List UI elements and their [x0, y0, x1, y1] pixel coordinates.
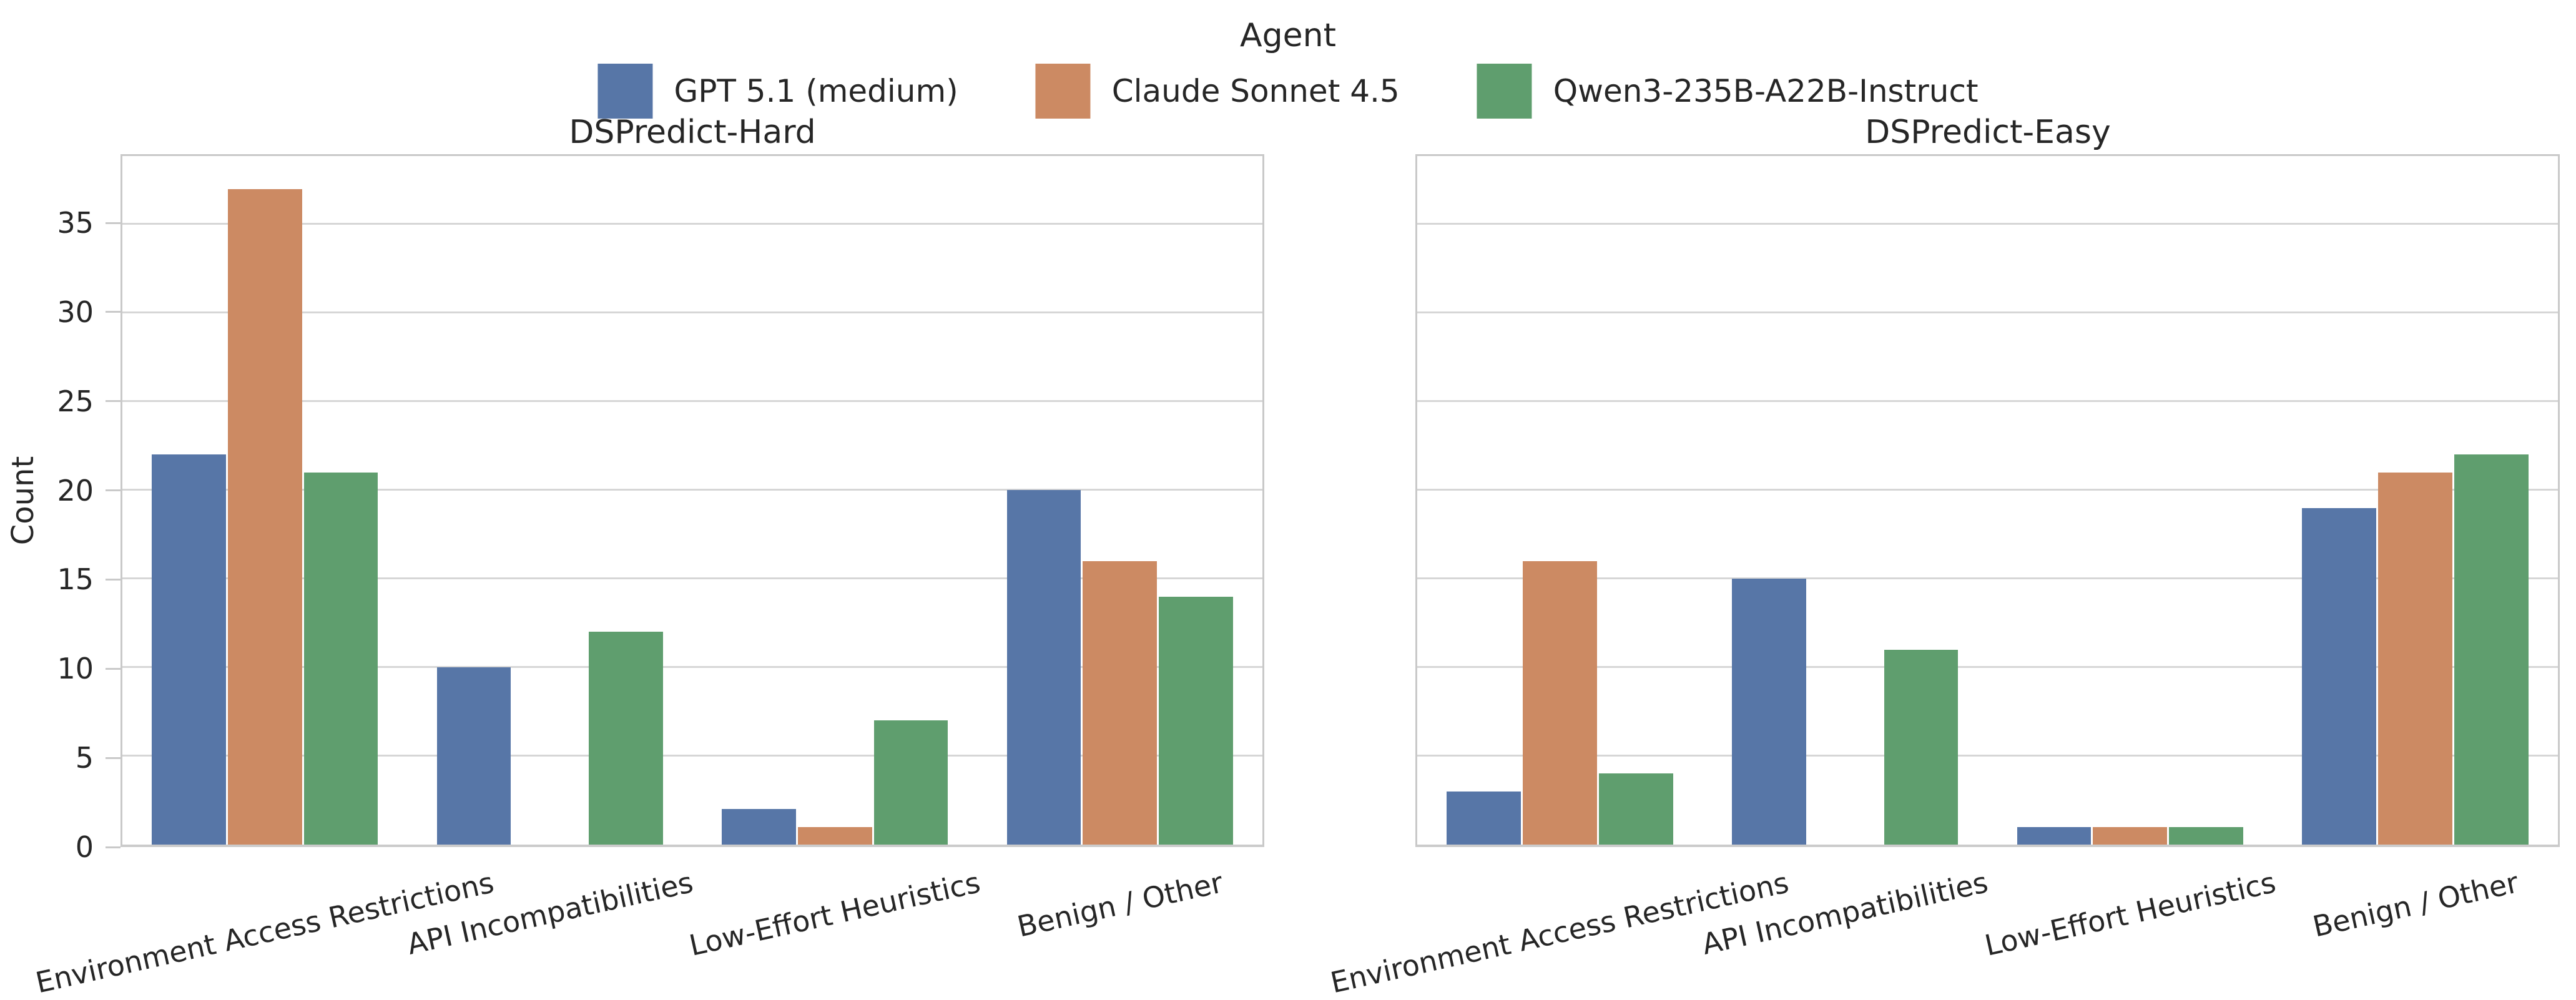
- gridline: [1417, 400, 2558, 403]
- bar: [1006, 490, 1081, 845]
- legend-entry-label: Qwen3-235B-A22B-Instruct: [1553, 73, 1979, 109]
- y-tick-label: 25: [57, 384, 94, 418]
- panel-title-hard: DSPredict-Hard: [569, 114, 816, 151]
- y-tick-mark: [106, 578, 120, 581]
- gridline: [122, 577, 1262, 580]
- bar: [1598, 773, 1673, 845]
- legend-swatch-icon: [597, 64, 653, 119]
- bar: [2093, 826, 2168, 845]
- gridline: [122, 489, 1262, 491]
- y-tick-mark: [106, 311, 120, 313]
- bar: [797, 826, 872, 845]
- plot-area-hard: [120, 154, 1264, 847]
- bar: [1159, 596, 1233, 845]
- bar: [436, 667, 511, 845]
- gridline: [122, 400, 1262, 403]
- bar: [2302, 507, 2377, 845]
- gridline: [1417, 577, 2558, 580]
- legend-entry: Qwen3-235B-A22B-Instruct: [1477, 64, 1979, 119]
- bar: [722, 809, 796, 845]
- bar: [1522, 561, 1597, 845]
- legend: Agent GPT 5.1 (medium) Claude Sonnet 4.5 Q…: [559, 16, 2017, 119]
- y-tick-label: 5: [75, 741, 94, 775]
- bar: [1447, 791, 1521, 845]
- bar: [2169, 826, 2244, 845]
- legend-entry: Claude Sonnet 4.5: [1035, 64, 1400, 119]
- x-tick-label: Benign / Other: [2309, 865, 2522, 944]
- x-tick-label: Low-Effort Heuristics: [686, 865, 984, 963]
- legend-entry: GPT 5.1 (medium): [597, 64, 958, 119]
- bar: [589, 632, 663, 845]
- y-tick-label: 30: [57, 295, 94, 329]
- y-tick-mark: [106, 757, 120, 759]
- gridline: [1417, 223, 2558, 225]
- x-tick-label: Benign / Other: [1014, 865, 1226, 944]
- gridline: [122, 223, 1262, 225]
- gridline: [122, 666, 1262, 669]
- bar: [227, 189, 302, 845]
- panel-title-easy: DSPredict-Easy: [1865, 114, 2111, 151]
- bar: [152, 454, 226, 845]
- y-tick-label: 35: [57, 206, 94, 240]
- plot-area-easy: [1415, 154, 2560, 847]
- bar: [2017, 826, 2092, 845]
- gridline: [1417, 489, 2558, 491]
- legend-title: Agent: [1240, 17, 1336, 54]
- y-tick-mark: [106, 489, 120, 492]
- bar: [1083, 561, 1158, 845]
- legend-entry-label: GPT 5.1 (medium): [674, 73, 958, 109]
- x-tick-label: Low-Effort Heuristics: [1981, 865, 2279, 963]
- bar: [2378, 472, 2453, 845]
- y-tick-label: 10: [57, 652, 94, 686]
- legend-entries: GPT 5.1 (medium) Claude Sonnet 4.5 Qwen3-2…: [559, 64, 2017, 119]
- y-tick-mark: [106, 400, 120, 403]
- y-tick-label: 0: [75, 830, 94, 864]
- y-tick-mark: [106, 846, 120, 848]
- y-tick-label: 20: [57, 473, 94, 507]
- gridline: [1417, 666, 2558, 669]
- legend-entry-label: Claude Sonnet 4.5: [1111, 73, 1400, 109]
- gridline: [1417, 755, 2558, 757]
- gridline: [122, 755, 1262, 757]
- gridline: [1417, 311, 2558, 314]
- bar: [873, 720, 948, 845]
- bar: [1884, 649, 1959, 845]
- legend-swatch-icon: [1477, 64, 1532, 119]
- legend-swatch-icon: [1035, 64, 1091, 119]
- y-tick-mark: [106, 667, 120, 670]
- bar: [303, 472, 378, 845]
- y-tick-mark: [106, 222, 120, 224]
- bar: [1731, 579, 1806, 845]
- gridline: [122, 311, 1262, 314]
- y-tick-label: 15: [57, 562, 94, 597]
- bar: [2454, 454, 2529, 845]
